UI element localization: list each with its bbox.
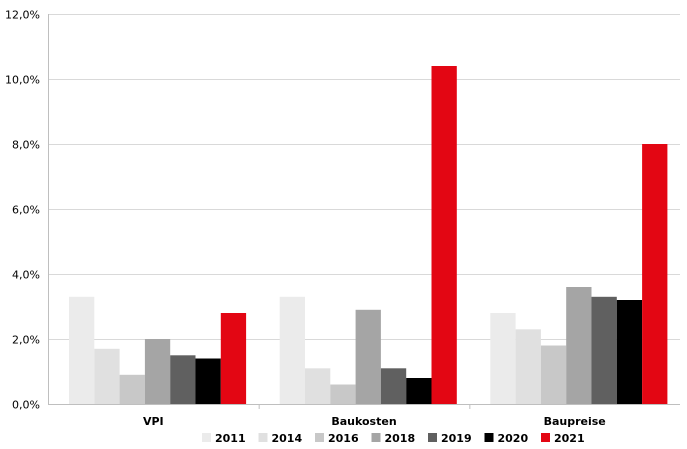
legend-item-2016: 2016 <box>315 432 359 445</box>
bar-baupreise-2020 <box>616 300 643 404</box>
legend-swatch <box>428 433 437 442</box>
legend-label: 2018 <box>385 432 416 445</box>
y-tick-label: 8,0% <box>12 139 40 152</box>
bar-baukosten-2016 <box>330 384 356 404</box>
bar-vpi-2014 <box>94 348 120 405</box>
bar-vpi-2021 <box>220 313 247 404</box>
y-tick-label: 0,0% <box>12 399 40 412</box>
bar-baupreise-2016 <box>540 345 567 404</box>
bar-baukosten-2019 <box>380 368 407 405</box>
legend-label: 2021 <box>554 432 585 445</box>
legend-label: 2020 <box>498 432 529 445</box>
legend-item-2020: 2020 <box>484 432 529 445</box>
category-label: Baupreise <box>544 415 606 428</box>
bar-vpi-2019 <box>170 355 196 405</box>
legend-item-2011: 2011 <box>202 432 246 445</box>
category-labels: VPI Baukosten Baupreise <box>143 415 606 428</box>
legend-item-2021: 2021 <box>541 432 585 445</box>
legend-swatch <box>484 433 494 442</box>
legend-swatch <box>258 433 268 442</box>
bar-baukosten-2020 <box>406 378 432 404</box>
bar-vpi-2016 <box>119 374 145 405</box>
legend-label: 2016 <box>328 432 359 445</box>
bar-baupreise-2019 <box>591 296 617 405</box>
bars <box>69 66 668 405</box>
legend-item-2018: 2018 <box>371 432 416 445</box>
y-axis-ticks: 0,0% 2,0% 4,0% 6,0% 8,0% 10,0% 12,0% <box>5 9 40 412</box>
bar-baukosten-2011 <box>279 296 305 405</box>
bar-baukosten-2018 <box>355 309 381 405</box>
y-tick-label: 10,0% <box>5 74 40 87</box>
bar-vpi-2020 <box>195 358 221 404</box>
y-tick-label: 6,0% <box>12 204 40 217</box>
legend-label: 2019 <box>441 432 472 445</box>
bar-baukosten-2021 <box>431 66 457 404</box>
legend-item-2019: 2019 <box>428 432 472 445</box>
legend-swatch <box>202 433 211 442</box>
legend: 2011 2014 2016 2018 2019 2020 2021 <box>202 432 585 445</box>
bar-baukosten-2014 <box>305 368 331 405</box>
bar-baupreise-2011 <box>490 313 516 404</box>
bar-baupreise-2021 <box>642 144 668 404</box>
legend-swatch <box>315 433 324 442</box>
legend-label: 2011 <box>215 432 246 445</box>
legend-swatch <box>371 433 381 442</box>
y-tick-label: 2,0% <box>12 334 40 347</box>
x-axis <box>48 14 680 409</box>
bar-vpi-2018 <box>144 339 171 404</box>
legend-label: 2014 <box>272 432 303 445</box>
bar-vpi-2011 <box>69 296 95 405</box>
bar-baupreise-2018 <box>566 287 592 404</box>
legend-swatch <box>541 433 550 442</box>
bar-baupreise-2014 <box>515 329 541 405</box>
y-tick-label: 12,0% <box>5 9 40 22</box>
y-tick-label: 4,0% <box>12 269 40 282</box>
legend-item-2014: 2014 <box>258 432 303 445</box>
category-label: Baukosten <box>331 415 396 428</box>
category-label: VPI <box>143 415 164 428</box>
